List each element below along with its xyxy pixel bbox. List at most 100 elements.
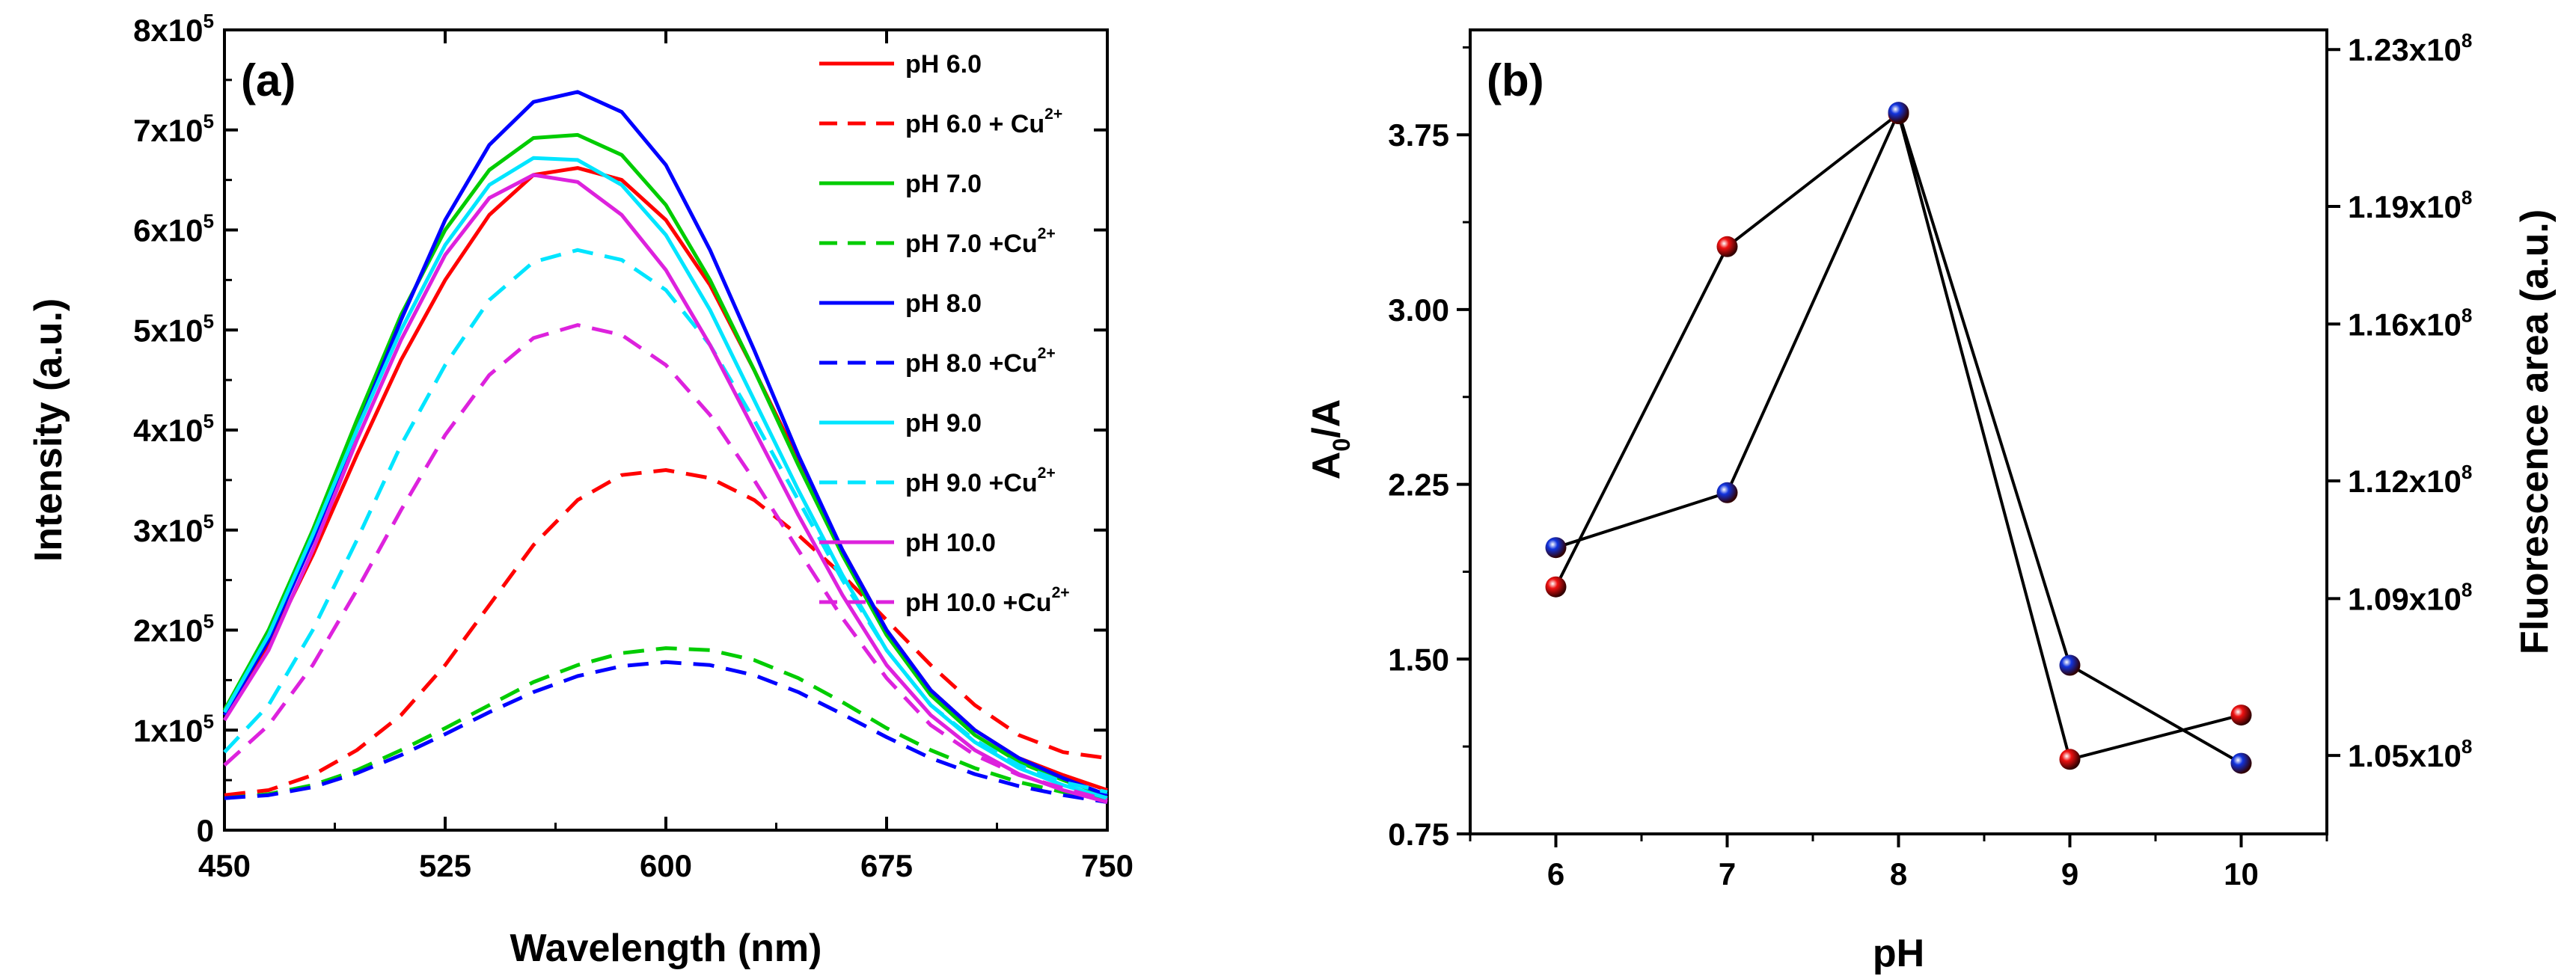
y-tick-label-a: 0 bbox=[197, 813, 214, 848]
y-tick-label-left-b-part-0: 2.25 bbox=[1388, 467, 1449, 503]
legend-label-2-part-0: pH 7.0 bbox=[905, 170, 982, 198]
x-tick-label-a-part-0: 675 bbox=[860, 848, 913, 883]
data-point-b-0 bbox=[1545, 576, 1567, 598]
y-tick-label-left-b-part-0: 3.75 bbox=[1388, 117, 1449, 153]
y-tick-label-right-b-part-0: 1.19x10 bbox=[2348, 189, 2462, 224]
y-tick-label-right-b-part-1: 8 bbox=[2462, 735, 2472, 758]
x-tick-label-a-part-0: 750 bbox=[1081, 848, 1133, 883]
y-tick-label-a-part-1: 5 bbox=[204, 610, 214, 633]
legend-label-2: pH 7.0 bbox=[905, 170, 982, 198]
legend-label-3-part-1: 2+ bbox=[1038, 225, 1056, 242]
y-tick-label-right-b-part-1: 8 bbox=[2462, 29, 2472, 52]
x-tick-label-a: 600 bbox=[640, 848, 692, 883]
legend-label-5-part-0: pH 8.0 +Cu bbox=[905, 349, 1038, 378]
y-tick-label-right-b: 1.16x108 bbox=[2348, 304, 2472, 342]
y-tick-label-a: 8x105 bbox=[133, 10, 214, 48]
y-tick-label-a-part-0: 6x10 bbox=[133, 213, 203, 248]
legend-label-9-part-1: 2+ bbox=[1052, 584, 1070, 601]
legend-label-7-part-0: pH 9.0 +Cu bbox=[905, 469, 1038, 497]
series-line-2 bbox=[222, 132, 1108, 797]
y-tick-label-right-b-part-0: 1.23x10 bbox=[2348, 32, 2462, 67]
series-line-b-1 bbox=[1555, 108, 2242, 765]
series-line-7 bbox=[223, 248, 1108, 794]
y-tick-label-right-b-part-1: 8 bbox=[2462, 461, 2472, 483]
y-tick-label-a-part-1: 5 bbox=[204, 110, 214, 132]
data-point-b-1 bbox=[1545, 537, 1567, 559]
y-tick-label-a-part-1: 5 bbox=[204, 410, 214, 432]
y-axis-label-left-b: A0/A bbox=[1305, 399, 1355, 480]
legend-label-4-part-0: pH 8.0 bbox=[905, 289, 982, 318]
y-tick-label-a: 4x105 bbox=[133, 410, 214, 448]
series-line-5 bbox=[224, 660, 1108, 804]
legend-label-5-part-1: 2+ bbox=[1038, 345, 1056, 362]
x-tick-label-a-part-0: 525 bbox=[419, 848, 471, 883]
y-tick-label-right-b-part-0: 1.05x10 bbox=[2348, 738, 2462, 773]
y-tick-label-left-b: 3.75 bbox=[1388, 117, 1449, 153]
y-axis-label-a: Intensity (a.u.) bbox=[27, 298, 70, 562]
data-point-b-1 bbox=[2230, 752, 2252, 774]
y-tick-label-a-part-0: 3x10 bbox=[133, 513, 203, 548]
y-tick-label-a-part-0: 0 bbox=[197, 813, 214, 848]
y-axis-label-right-b-part-0: Fluorescence area (a.u.) bbox=[2513, 209, 2557, 654]
y-tick-label-right-b-part-1: 8 bbox=[2462, 578, 2472, 601]
y-tick-label-a-part-0: 1x10 bbox=[133, 713, 203, 748]
y-tick-label-left-b-part-0: 1.50 bbox=[1388, 642, 1449, 677]
legend-label-1-part-1: 2+ bbox=[1044, 105, 1062, 123]
x-tick-label-b-part-0: 6 bbox=[1547, 856, 1564, 891]
y-tick-label-left-b: 2.25 bbox=[1388, 467, 1449, 503]
y-tick-label-left-b-part-0: 3.00 bbox=[1388, 292, 1449, 328]
y-axis-label-left-b-part-2: /A bbox=[1305, 399, 1348, 438]
y-axis-label-right-b: Fluorescence area (a.u.) bbox=[2513, 209, 2557, 654]
y-tick-label-a-part-1: 5 bbox=[204, 10, 214, 32]
legend-label-0: pH 6.0 bbox=[905, 50, 982, 79]
x-tick-label-a: 525 bbox=[419, 848, 471, 883]
x-tick-label-b-part-0: 8 bbox=[1890, 856, 1907, 891]
legend-label-6: pH 9.0 bbox=[905, 409, 982, 438]
series-line-b-0 bbox=[1554, 111, 2242, 761]
legend-label-1: pH 6.0 + Cu2+ bbox=[905, 105, 1062, 138]
y-tick-label-a-part-0: 8x10 bbox=[133, 13, 203, 48]
x-tick-label-b: 6 bbox=[1547, 856, 1564, 891]
chart-b: 6 7 8 9 100.751.502.253.003.751.05x1081.09x1… bbox=[1305, 28, 2557, 975]
series-line-9 bbox=[223, 323, 1108, 802]
y-tick-label-right-b-part-0: 1.09x10 bbox=[2348, 581, 2462, 616]
y-axis-label-left-b-part-1: 0 bbox=[1328, 438, 1355, 452]
data-point-b-0 bbox=[1716, 236, 1738, 257]
series-line-1 bbox=[224, 468, 1108, 797]
y-tick-label-a-part-0: 4x10 bbox=[133, 413, 203, 448]
x-tick-label-b: 10 bbox=[2224, 856, 2259, 891]
x-tick-label-a-part-0: 600 bbox=[640, 848, 692, 883]
y-tick-label-right-b: 1.12x108 bbox=[2348, 461, 2472, 499]
y-tick-label-a-part-1: 5 bbox=[204, 210, 214, 233]
y-tick-label-left-b: 3.00 bbox=[1388, 292, 1449, 328]
legend-label-8: pH 10.0 bbox=[905, 529, 996, 557]
y-tick-label-a-part-0: 5x10 bbox=[133, 313, 203, 348]
y-tick-label-a-part-1: 5 bbox=[204, 310, 214, 332]
y-tick-label-a-part-0: 7x10 bbox=[133, 113, 203, 148]
y-axis-label-left-b-part-0: A bbox=[1305, 452, 1348, 480]
y-tick-label-right-b: 1.09x108 bbox=[2348, 578, 2472, 616]
data-point-b-1 bbox=[1888, 102, 1909, 123]
y-tick-label-a: 1x105 bbox=[133, 710, 214, 748]
y-tick-label-left-b-part-0: 0.75 bbox=[1388, 817, 1449, 852]
x-axis-label-a: Wavelength (nm) bbox=[510, 927, 822, 970]
x-axis-label-a-part-0: Wavelength (nm) bbox=[510, 927, 822, 970]
y-tick-label-a: 5x105 bbox=[133, 310, 214, 348]
y-tick-label-right-b-part-0: 1.12x10 bbox=[2348, 464, 2462, 499]
panel-label-b: (b) bbox=[1487, 55, 1544, 105]
x-tick-label-b: 7 bbox=[1719, 856, 1736, 891]
y-tick-label-a: 3x105 bbox=[133, 510, 214, 548]
y-tick-label-left-b: 0.75 bbox=[1388, 817, 1449, 852]
y-tick-label-right-b-part-1: 8 bbox=[2462, 304, 2472, 326]
x-tick-label-b-part-0: 10 bbox=[2224, 856, 2259, 891]
legend-label-5: pH 8.0 +Cu2+ bbox=[905, 345, 1056, 378]
legend-label-9: pH 10.0 +Cu2+ bbox=[905, 584, 1070, 617]
panel-label-a: (a) bbox=[241, 55, 296, 105]
x-tick-label-b: 9 bbox=[2061, 856, 2078, 891]
y-tick-label-right-b-part-1: 8 bbox=[2462, 186, 2472, 209]
legend-label-3-part-0: pH 7.0 +Cu bbox=[905, 230, 1038, 258]
legend-label-7-part-1: 2+ bbox=[1038, 464, 1056, 482]
x-tick-label-b: 8 bbox=[1890, 856, 1907, 891]
y-tick-label-a: 6x105 bbox=[133, 210, 214, 248]
